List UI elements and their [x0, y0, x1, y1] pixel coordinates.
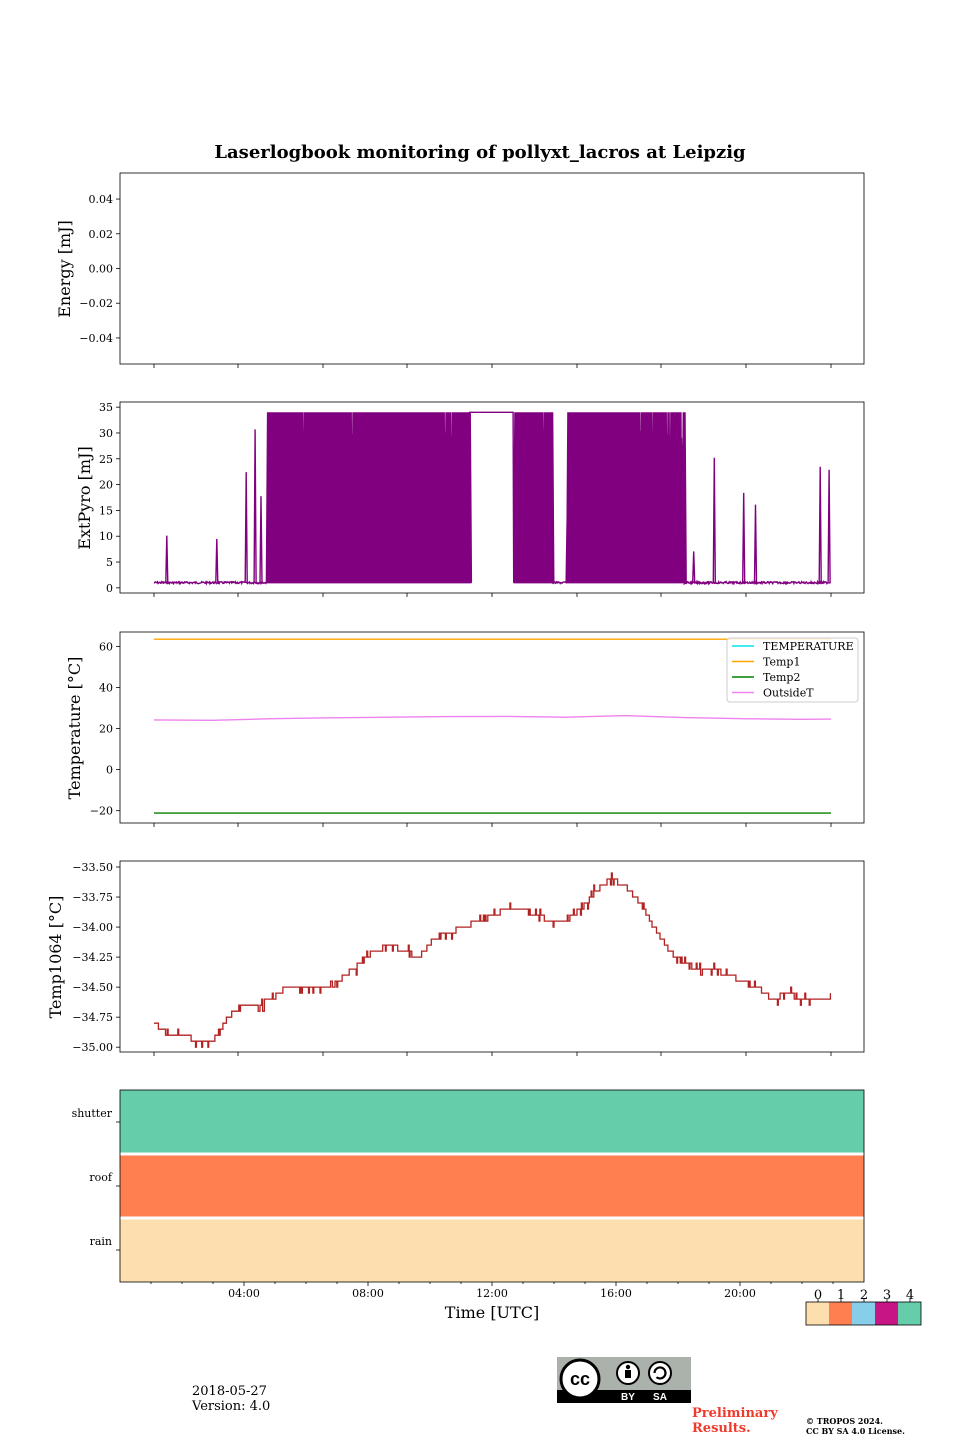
y-tick-label: 25 — [99, 453, 113, 466]
legend-frame — [726, 637, 859, 703]
status-row-roof — [120, 1154, 864, 1218]
y-tick-label: 40 — [99, 681, 113, 694]
y-tick-label: 0 — [106, 582, 113, 595]
legend-label-temperature: TEMPERATURE — [763, 640, 854, 653]
energy-panel: Energy [mJ] 0.04 0.02 0.00 −0.02 −0.04 — [55, 172, 865, 368]
status-row-label-rain: rain — [90, 1235, 112, 1248]
energy-ylabel: Energy [mJ] — [55, 220, 74, 318]
license-line: CC BY SA 4.0 License. — [806, 1426, 905, 1436]
copyright-note: © TROPOS 2024. CC BY SA 4.0 License. — [806, 1416, 946, 1436]
temp1064-ylabel: Temp1064 [°C] — [46, 896, 65, 1019]
x-tick-label: 16:00 — [600, 1287, 632, 1300]
y-tick-label: 5 — [106, 556, 113, 569]
colorbar-cell-2 — [852, 1302, 875, 1325]
preliminary-results-note: Preliminary Results. — [692, 1406, 778, 1436]
temperature-ylabel: Temperature [°C] — [65, 657, 84, 800]
y-tick-label: −33.75 — [72, 891, 113, 904]
y-tick-label: 35 — [99, 401, 113, 414]
y-tick-label: 30 — [99, 427, 113, 440]
x-tick-label: 08:00 — [352, 1287, 384, 1300]
copyright-line: © TROPOS 2024. — [806, 1416, 883, 1426]
plot-frame — [119, 172, 865, 365]
x-tick-label: 04:00 — [228, 1287, 260, 1300]
cc-sa-label: SA — [653, 1392, 667, 1403]
colorbar-tick-label: 2 — [860, 1288, 868, 1303]
temp1064-line — [154, 872, 832, 1048]
cc-icon: cc — [570, 1369, 590, 1389]
y-tick-label: 0.02 — [89, 228, 114, 241]
cc-by-sa-badge: cc BY SA — [557, 1357, 691, 1403]
y-tick-label: 0.00 — [89, 263, 114, 276]
colorbar-cell-3 — [875, 1302, 898, 1325]
plot-frame — [119, 401, 865, 594]
by-person-icon — [625, 1364, 631, 1378]
y-tick-label: −20 — [90, 805, 113, 818]
x-tick-label: 12:00 — [476, 1287, 508, 1300]
colorbar-cell-4 — [898, 1302, 921, 1325]
cc-by-label: BY — [621, 1392, 635, 1403]
colorbar-cell-1 — [829, 1302, 852, 1325]
legend-label-temp2: Temp2 — [763, 671, 800, 684]
status-row-label-roof: roof — [89, 1171, 113, 1184]
status-panel: shutter roof rain 04:00 08:00 12:00 16:00 20:00 — [72, 1089, 865, 1300]
y-tick-label: −34.50 — [72, 981, 113, 994]
temperature-legend: TEMPERATURE Temp1 Temp2 OutsideT — [726, 637, 859, 703]
status-row-rain — [120, 1218, 864, 1282]
y-tick-label: 15 — [99, 504, 113, 517]
colorbar-tick-label: 3 — [883, 1288, 891, 1303]
x-tick-label: 20:00 — [724, 1287, 756, 1300]
y-tick-label: 60 — [99, 640, 113, 653]
y-tick-label: −0.02 — [79, 297, 113, 310]
temperature-panel: Temperature [°C] 60 40 20 0 −20 TEMPERATURE Te… — [65, 631, 865, 827]
extpyro-line — [153, 411, 831, 586]
y-tick-label: −34.00 — [72, 921, 113, 934]
extpyro-panel: ExtPyro [mJ] 35 30 25 20 15 10 5 0 — [75, 401, 865, 597]
x-axis-label: Time [UTC] — [445, 1303, 539, 1322]
y-tick-label: 10 — [99, 530, 113, 543]
y-tick-label: 0.04 — [89, 193, 114, 206]
series-line-outsidet — [153, 714, 832, 722]
colorbar-tick-label: 0 — [814, 1288, 822, 1303]
y-tick-label: 0 — [106, 764, 113, 777]
y-tick-label: −34.25 — [72, 951, 113, 964]
extpyro-ylabel: ExtPyro [mJ] — [75, 446, 94, 549]
colorbar-frame — [805, 1301, 922, 1326]
y-tick-label: −0.04 — [79, 332, 113, 345]
y-tick-label: −33.50 — [72, 861, 113, 874]
plot-frame — [119, 860, 865, 1053]
date-version-label: 2018-05-27 Version: 4.0 — [192, 1384, 270, 1414]
sa-share-icon — [653, 1366, 667, 1380]
y-tick-label: −35.00 — [72, 1041, 113, 1054]
temp1064-panel: Temp1064 [°C] −33.50 −33.75 −34.00 −34.25 −3… — [46, 860, 865, 1056]
legend-label-temp1: Temp1 — [763, 656, 800, 669]
status-row-label-shutter: shutter — [72, 1107, 113, 1120]
version-text: Version: 4.0 — [192, 1399, 271, 1414]
y-tick-label: −34.75 — [72, 1011, 113, 1024]
colorbar-tick-label: 1 — [837, 1288, 845, 1303]
colorbar-tick-label: 4 — [906, 1288, 914, 1303]
y-tick-label: 20 — [99, 723, 113, 736]
status-row-shutter — [120, 1090, 864, 1154]
y-tick-label: 20 — [99, 479, 113, 492]
date-text: 2018-05-27 — [192, 1384, 267, 1399]
chart-title: Laserlogbook monitoring of pollyxt_lacro… — [214, 142, 746, 163]
colorbar-cell-0 — [806, 1302, 829, 1325]
legend-label-outsidet: OutsideT — [763, 687, 814, 700]
